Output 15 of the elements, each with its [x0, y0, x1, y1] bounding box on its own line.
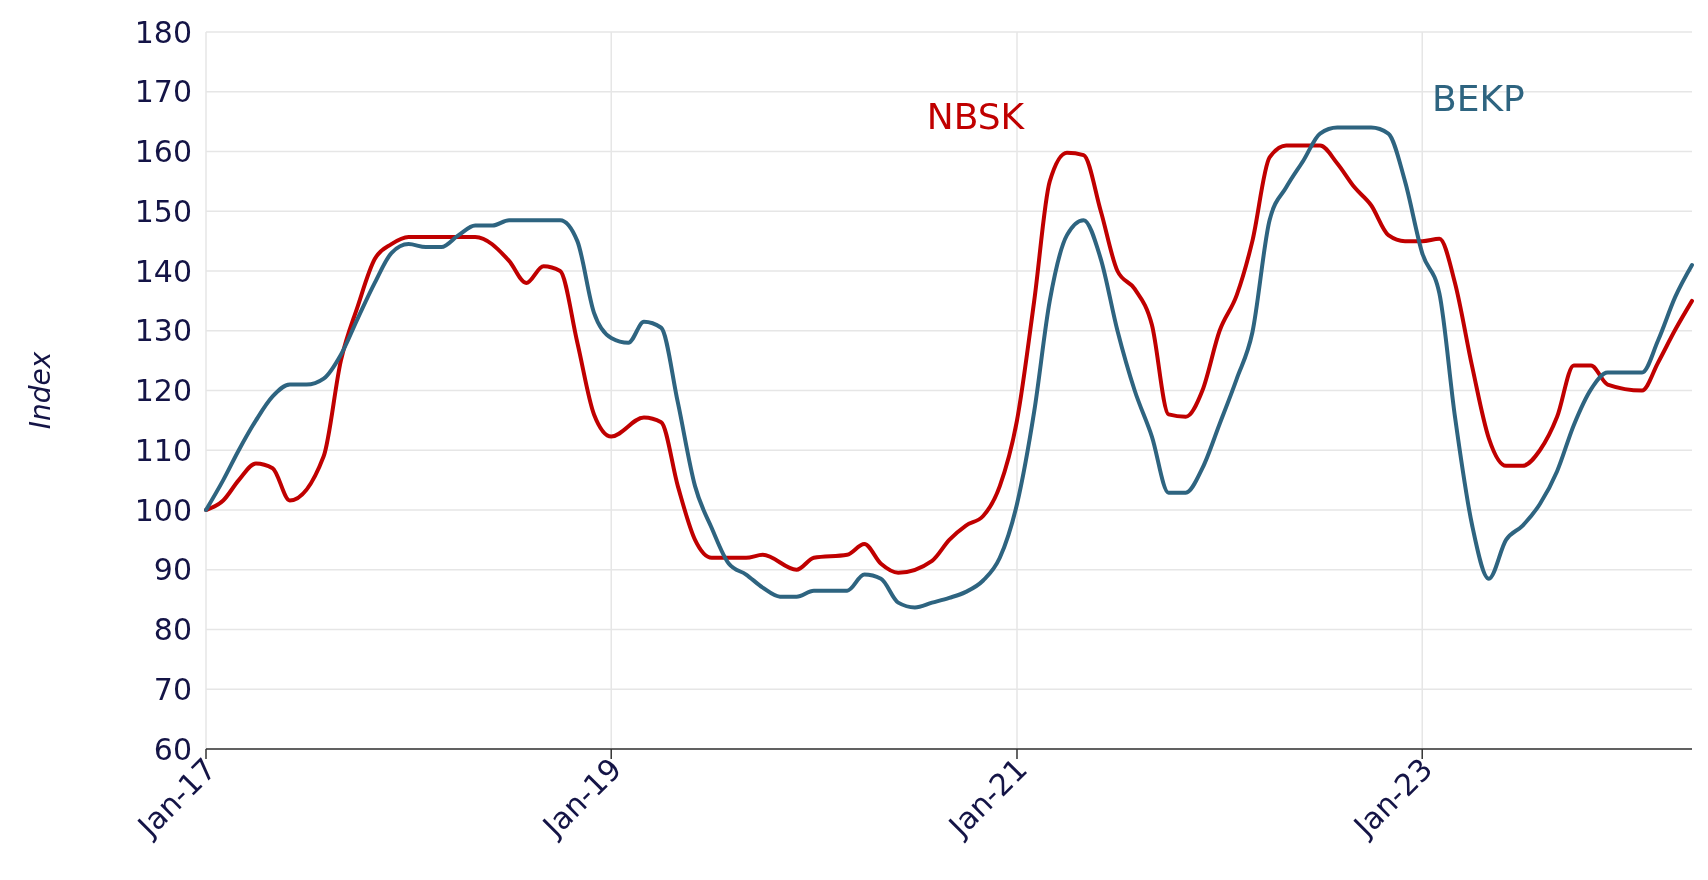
y-tick-label: 70 [153, 671, 192, 707]
y-tick-label: 120 [134, 373, 192, 408]
y-tick-label: 110 [134, 432, 192, 468]
y-tick-label: 140 [134, 253, 192, 289]
series-label: NBSK [926, 95, 1026, 137]
y-tick-label: 180 [134, 14, 192, 50]
y-axis-title: Index [24, 351, 57, 430]
y-tick-label: 150 [134, 193, 192, 229]
y-tick-label: 160 [134, 134, 192, 169]
y-tick-label: 170 [134, 74, 192, 110]
y-tick-label: 130 [134, 313, 192, 349]
y-tick-label: 100 [134, 492, 192, 528]
series-label: BEKP [1431, 77, 1525, 119]
y-tick-label: 90 [153, 552, 192, 588]
y-tick-label: 80 [153, 612, 192, 647]
